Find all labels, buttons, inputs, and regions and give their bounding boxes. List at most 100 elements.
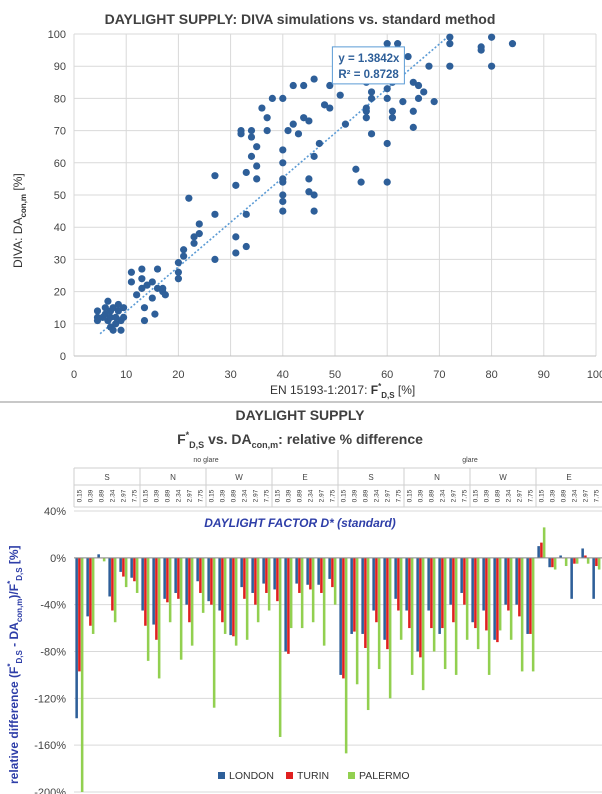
scatter-point <box>263 114 271 122</box>
scatter-point <box>242 168 250 177</box>
bar-turin <box>254 557 257 605</box>
orientation-label: S <box>104 473 109 482</box>
bar-palermo <box>124 557 128 588</box>
bar-london <box>548 557 551 568</box>
bar-y-axis-label: relative difference (F*D,S - DAcon,m)/F*… <box>6 545 24 784</box>
bar-palermo <box>135 557 139 593</box>
scatter-point <box>232 249 240 257</box>
bar-turin <box>89 557 92 626</box>
scatter-point <box>409 78 417 86</box>
scatter-point <box>93 316 102 325</box>
scatter-point <box>310 207 318 215</box>
bar-london <box>460 557 463 593</box>
scatter-point <box>383 40 391 48</box>
scatter-point <box>247 127 256 135</box>
scatter-point <box>488 33 496 41</box>
bar-palermo <box>234 557 238 646</box>
bar-palermo <box>454 557 458 675</box>
bar-london <box>75 557 78 719</box>
bar-y-tick-label: -40% <box>40 600 66 612</box>
scatter-point <box>237 130 245 138</box>
scatter-point <box>279 178 287 186</box>
series-london <box>75 546 595 719</box>
x-tick-label: 80 <box>485 369 497 381</box>
bar-turin <box>452 557 455 623</box>
x-tick-label: 70 <box>433 369 445 381</box>
bar-palermo <box>223 557 227 634</box>
bar-turin <box>551 557 554 568</box>
category-label: 0.15 <box>209 489 216 502</box>
scatter-point <box>446 62 454 70</box>
scatter-point <box>101 310 109 318</box>
legend-label-turin: TURIN <box>297 770 329 782</box>
y-tick-label: 70 <box>54 126 66 138</box>
orientation-label: S <box>368 473 373 482</box>
category-label: 2.34 <box>440 489 447 502</box>
bar-palermo <box>564 557 568 567</box>
scatter-point <box>362 114 370 122</box>
scatter-gridlines <box>73 33 597 357</box>
bar-turin <box>122 557 125 577</box>
scatter-point <box>133 291 141 299</box>
legend-swatch-palermo <box>348 772 355 779</box>
scatter-point <box>300 114 308 122</box>
scatter-point <box>190 239 198 247</box>
scatter-point <box>127 268 136 276</box>
bar-london <box>251 557 254 593</box>
category-label: 0.39 <box>550 489 557 502</box>
bar-palermo <box>245 557 249 640</box>
scatter-point <box>195 230 203 238</box>
bar-london <box>229 557 232 636</box>
scatter-point <box>320 101 329 109</box>
bar-turin <box>320 557 323 593</box>
bar-turin <box>529 557 532 634</box>
series-turin <box>78 542 598 679</box>
bar-turin <box>507 557 510 611</box>
scatter-point <box>140 316 149 325</box>
category-label: 2.34 <box>242 489 249 502</box>
scatter-point <box>383 94 391 102</box>
bar-london <box>273 557 276 590</box>
bar-palermo <box>190 557 194 646</box>
scatter-point <box>383 178 391 186</box>
bar-turin <box>221 557 224 623</box>
bar-turin <box>199 557 202 593</box>
category-label: 0.89 <box>561 489 568 502</box>
scatter-point <box>284 127 292 135</box>
category-label: 0.15 <box>77 489 84 502</box>
scatter-point <box>153 265 162 273</box>
x-tick-label: 40 <box>277 369 289 381</box>
bar-palermo <box>333 557 337 605</box>
scatter-point <box>352 165 360 173</box>
bar-london <box>295 557 298 584</box>
bar-london <box>427 557 430 611</box>
legend-swatch-london <box>218 772 225 779</box>
scatter-point <box>151 310 159 318</box>
category-label: 2.34 <box>308 489 315 502</box>
scatter-chart-panel: DAYLIGHT SUPPLY: DIVA simulations vs. st… <box>0 11 602 403</box>
scatter-point <box>326 104 334 112</box>
scatter-point <box>211 172 219 180</box>
orientation-label: E <box>302 473 307 482</box>
bar-palermo <box>487 557 491 675</box>
scatter-point <box>148 278 156 286</box>
y-tick-label: 0 <box>60 351 66 363</box>
scatter-point <box>232 233 240 241</box>
bar-chart: DAYLIGHT SUPPLY F*D,S vs. DAcon,m: relati… <box>6 407 602 794</box>
bar-palermo <box>575 557 579 564</box>
scatter-point <box>101 304 109 312</box>
scatter-point <box>195 220 203 228</box>
bar-palermo <box>300 557 304 629</box>
bar-palermo <box>586 557 590 564</box>
scatter-point <box>253 162 261 170</box>
bar-london <box>141 557 144 611</box>
scatter-point <box>106 313 115 321</box>
category-label: 0.89 <box>429 489 436 502</box>
bar-turin <box>595 557 598 567</box>
bar-palermo <box>157 557 161 679</box>
scatter-point <box>326 81 334 90</box>
bar-london <box>526 557 529 634</box>
scatter-point <box>383 85 391 93</box>
scatter-point <box>409 123 417 131</box>
category-label: 0.89 <box>363 489 370 502</box>
